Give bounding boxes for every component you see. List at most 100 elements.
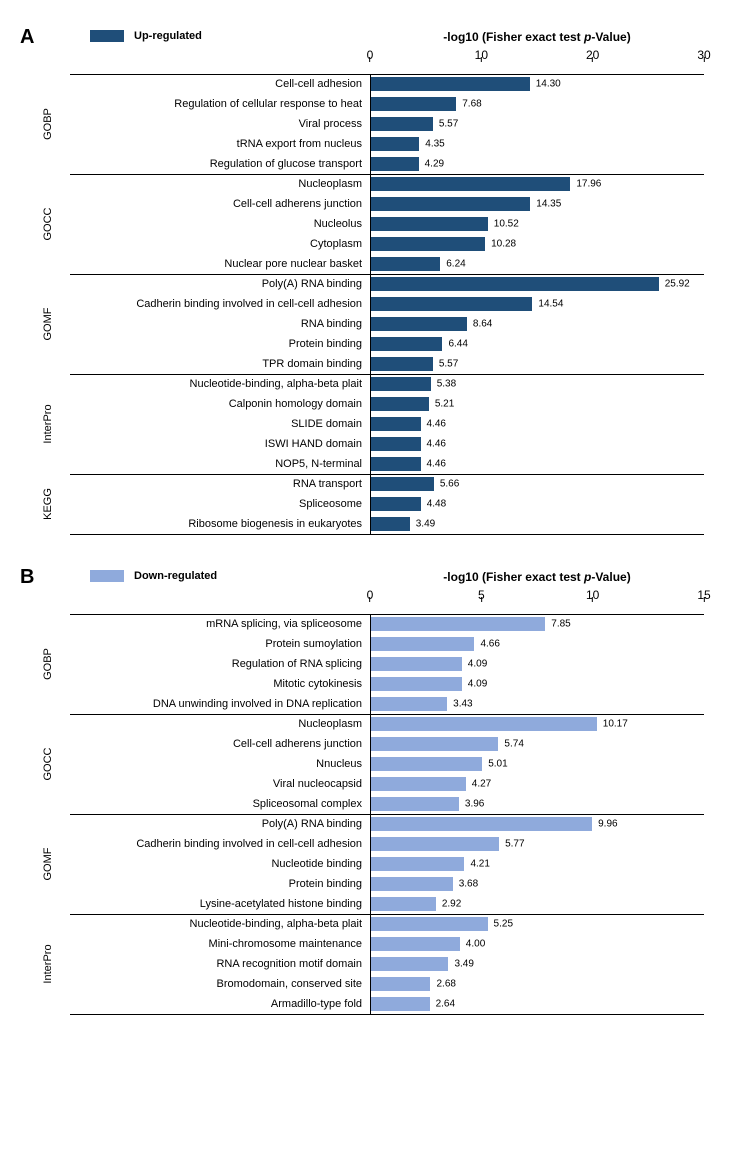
chart-row: Cell-cell adherens junction5.74 <box>30 734 704 754</box>
group-label: GOMF <box>42 848 54 881</box>
bar-cell: 3.43 <box>370 694 704 714</box>
x-ticks: 0102030 <box>30 48 704 74</box>
term-label: Cell-cell adherens junction <box>70 198 370 210</box>
term-label: Nucleotide-binding, alpha-beta plait <box>70 378 370 390</box>
bar-cell: 10.28 <box>370 234 704 254</box>
term-label: Cytoplasm <box>70 238 370 250</box>
term-label: Regulation of cellular response to heat <box>70 98 370 110</box>
bar-cell: 4.46 <box>370 414 704 434</box>
bar-value: 14.35 <box>536 199 561 210</box>
bar-value: 10.52 <box>494 219 519 230</box>
legend: Up-regulated <box>90 30 202 42</box>
bar-cell: 17.96 <box>370 174 704 194</box>
bar: 5.25 <box>371 917 488 931</box>
term-label: Cell-cell adhesion <box>70 78 370 90</box>
bar-value: 3.96 <box>465 799 484 810</box>
bar-cell: 5.66 <box>370 474 704 494</box>
x-tick: 5 <box>478 588 485 602</box>
bar-value: 2.92 <box>442 899 461 910</box>
group-label: GOBP <box>42 108 54 140</box>
bar: 4.27 <box>371 777 466 791</box>
bar-value: 4.09 <box>468 659 487 670</box>
chart-row: Nnucleus5.01 <box>30 754 704 774</box>
chart-row: Calponin homology domain5.21 <box>30 394 704 414</box>
chart-row: Mitotic cytokinesis4.09 <box>30 674 704 694</box>
rows: mRNA splicing, via spliceosome7.85Protei… <box>30 614 704 1014</box>
bar: 5.21 <box>371 397 429 411</box>
bar-value: 25.92 <box>665 279 690 290</box>
bar: 4.29 <box>371 157 419 171</box>
term-label: Lysine-acetylated histone binding <box>70 898 370 910</box>
x-tick-mark <box>370 57 371 62</box>
bar-cell: 3.68 <box>370 874 704 894</box>
bar: 5.74 <box>371 737 498 751</box>
bar-value: 8.64 <box>473 319 492 330</box>
term-label: Nucleoplasm <box>70 178 370 190</box>
bar-value: 4.21 <box>470 859 489 870</box>
term-label: TPR domain binding <box>70 358 370 370</box>
legend-swatch <box>90 570 124 582</box>
x-tick-mark <box>703 57 704 62</box>
bar-value: 3.49 <box>416 519 435 530</box>
group-label: GOCC <box>42 208 54 241</box>
bar-cell: 2.68 <box>370 974 704 994</box>
bar-value: 9.96 <box>598 819 617 830</box>
rows: Cell-cell adhesion14.30Regulation of cel… <box>30 74 704 534</box>
bar-cell: 7.85 <box>370 614 704 634</box>
chart-row: Protein binding6.44 <box>30 334 704 354</box>
panel-B: BDown-regulated-log10 (Fisher exact test… <box>30 570 704 1014</box>
bar: 10.17 <box>371 717 597 731</box>
bar-cell: 3.96 <box>370 794 704 814</box>
bar-value: 5.38 <box>437 379 456 390</box>
term-label: Bromodomain, conserved site <box>70 978 370 990</box>
bar-cell: 7.68 <box>370 94 704 114</box>
term-label: tRNA export from nucleus <box>70 138 370 150</box>
chart-row: Nucleotide binding4.21 <box>30 854 704 874</box>
bar-cell: 4.48 <box>370 494 704 514</box>
bar-value: 7.85 <box>551 619 570 630</box>
chart-row: Nucleolus 10.52 <box>30 214 704 234</box>
ticks-plot: 0102030 <box>370 48 704 74</box>
bar-value: 5.25 <box>494 919 513 930</box>
bar-value: 5.57 <box>439 359 458 370</box>
axis-title-suffix: -Value) <box>591 30 630 44</box>
bar-value: 5.57 <box>439 119 458 130</box>
bar-value: 4.27 <box>472 779 491 790</box>
bar-value: 5.21 <box>435 399 454 410</box>
bar-value: 4.46 <box>427 459 446 470</box>
axis-title-prefix: -log10 (Fisher exact test <box>443 30 584 44</box>
group-label: InterPro <box>42 944 54 983</box>
bar: 5.66 <box>371 477 434 491</box>
chart-row: Cytoplasm10.28 <box>30 234 704 254</box>
bar-value: 4.35 <box>425 139 444 150</box>
bar: 4.48 <box>371 497 421 511</box>
chart-row: Nucleoplasm10.17 <box>30 714 704 734</box>
bar: 14.30 <box>371 77 530 91</box>
bar: 5.57 <box>371 117 433 131</box>
term-label: Spliceosomal complex <box>70 798 370 810</box>
bar-cell: 4.27 <box>370 774 704 794</box>
bar-value: 4.66 <box>480 639 499 650</box>
panel-header: Down-regulated-log10 (Fisher exact test … <box>30 570 704 584</box>
chart-row: Cell-cell adherens junction 14.35 <box>30 194 704 214</box>
bar-cell: 4.46 <box>370 454 704 474</box>
term-label: Viral nucleocapsid <box>70 778 370 790</box>
term-label: ISWI HAND domain <box>70 438 370 450</box>
x-tick: 10 <box>475 48 488 62</box>
x-tick-mark <box>481 597 482 602</box>
term-label: Mini-chromosome maintenance <box>70 938 370 950</box>
term-label: Nucleolus <box>70 218 370 230</box>
chart-row: Cadherin binding involved in cell-cell a… <box>30 834 704 854</box>
chart-row: Nucleotide-binding, alpha-beta plait5.25 <box>30 914 704 934</box>
term-label: Poly(A) RNA binding <box>70 818 370 830</box>
ticks-plot: 051015 <box>370 588 704 614</box>
chart-row: Poly(A) RNA binding 9.96 <box>30 814 704 834</box>
bar: 4.21 <box>371 857 464 871</box>
chart-row: Nucleoplasm17.96 <box>30 174 704 194</box>
bar-value: 3.68 <box>459 879 478 890</box>
term-label: Spliceosome <box>70 498 370 510</box>
x-tick-mark <box>481 57 482 62</box>
bar: 4.46 <box>371 457 421 471</box>
bar-cell: 4.09 <box>370 674 704 694</box>
term-label: Poly(A) RNA binding <box>70 278 370 290</box>
